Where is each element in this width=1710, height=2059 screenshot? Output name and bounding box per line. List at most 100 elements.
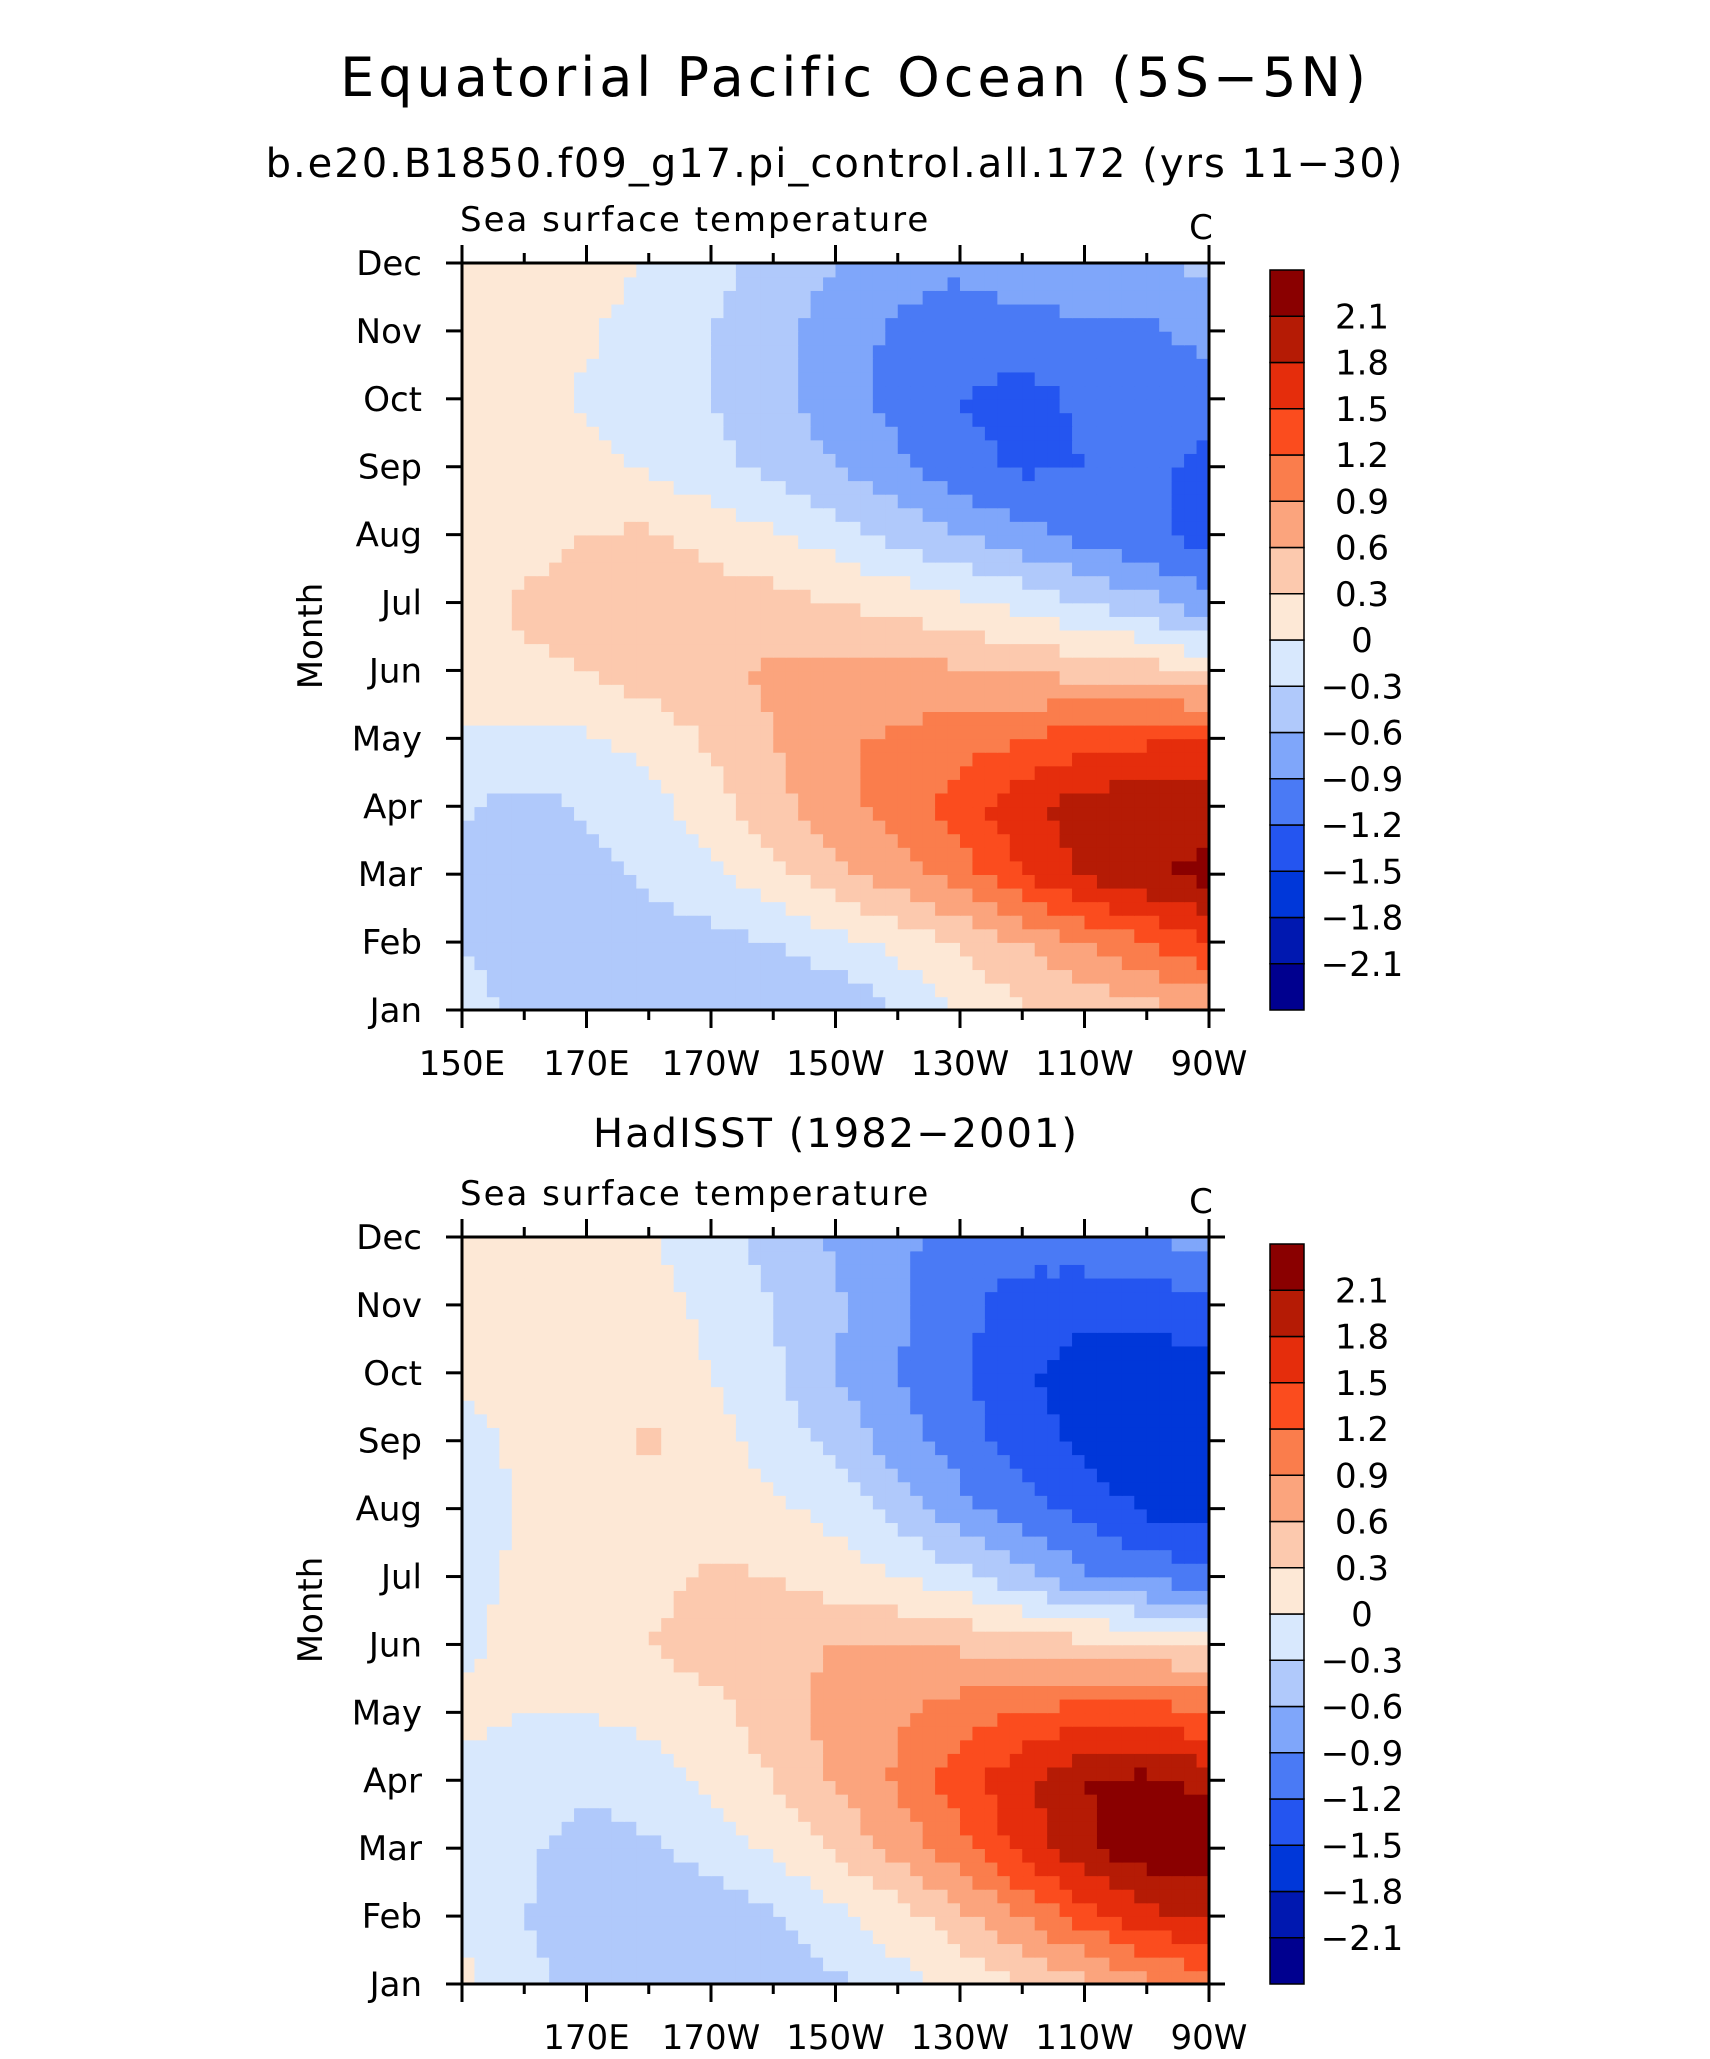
panel-1-cell [598,344,613,359]
panel-2-cell [1034,1875,1048,1890]
panel-1-cell [1034,656,1048,672]
panel-1-cell [561,806,575,821]
panel-2-cell [623,1766,638,1782]
panel-2-cell [636,1888,650,1904]
panel-1-cell [1134,874,1148,889]
panel-2-cell [1159,1929,1173,1945]
panel-2-cell [1096,1739,1111,1754]
panel-1-cell [499,480,513,495]
panel-2-cell [1184,1658,1198,1673]
panel-2-cell [1146,1685,1160,1700]
panel-1-cell [474,670,488,685]
panel-1-cell [1134,969,1148,984]
panel-1-cell [536,412,550,427]
panel-1-cell [1134,263,1148,278]
panel-2-cell [1121,1698,1136,1714]
panel-2: HadISST (1982−2001) Sea surface temperat… [291,1111,1403,2058]
panel-2-cell [997,1698,1011,1714]
panel-1-cell [524,412,538,427]
panel-1-cell [1009,330,1024,346]
panel-1-cell [997,412,1011,427]
panel-1-cell [611,833,625,848]
panel-1-cell [860,303,874,319]
panel-2-cell [1034,1834,1048,1849]
panel-1-cell [1146,425,1160,441]
panel-1-cell [860,561,874,577]
panel-2-cell [524,1725,538,1741]
panel-2-cell [935,1929,949,1945]
panel-1-cell [561,507,575,522]
panel-2-cell [474,1725,488,1741]
panel-1-cell [711,330,725,346]
panel-1-cell [462,955,476,971]
panel-1-cell [872,914,887,930]
panel-1-cell [574,982,588,998]
panel-1-cell [1022,942,1036,957]
panel-1-cell [1121,996,1136,1011]
panel-1-cell [586,901,600,916]
panel-2-cell [872,1888,887,1904]
panel-1-cell [1034,439,1048,454]
panel-1-cell [960,955,974,971]
panel-1-cell [1009,860,1024,875]
panel-1-cell [598,521,613,536]
panel-2-cell [972,1753,986,1768]
panel-1-cell [711,711,725,726]
panel-1-cell [1134,914,1148,930]
panel-2-cell [922,1943,936,1958]
panel-1-cell [1022,453,1036,468]
panel-1-cell [1009,575,1024,590]
panel-1-cell [760,860,775,875]
panel-2-cell [698,1780,712,1795]
panel-1-cell [1009,371,1024,387]
panel-1-cell [1196,616,1210,631]
panel-1-cell [511,860,526,875]
panel-1-cell [835,521,849,536]
panel-2-cell [611,1888,625,1904]
panel-1-cell [1121,833,1136,848]
panel-1-cell [922,969,936,984]
panel-1-cell [499,847,513,862]
panel-1-cell [1184,534,1198,550]
panel-2-cell [1184,1848,1198,1863]
panel-2-cell [636,1821,650,1836]
panel-2-cell [623,1780,638,1795]
panel-2-cell [760,1848,775,1863]
panel-1-cell [623,670,638,685]
panel-1-cell [748,480,762,495]
panel-1-cell [823,466,837,482]
panel-1-cell [723,561,737,577]
panel-1-cell [561,616,575,631]
panel-1-cell [561,575,575,590]
panel-2-cell [598,1929,613,1945]
panel-2-cell [1084,1644,1098,1659]
panel-1-cell [648,684,662,699]
panel-1-cell [1034,806,1048,821]
panel-1-cell [598,656,613,672]
panel-2-cell [1171,1698,1185,1714]
panel-2-cell [1084,1875,1098,1890]
panel-1-cell [574,588,588,604]
panel-2-cell [1084,1658,1098,1673]
panel-1-cell [1159,670,1173,685]
panel-1-cell [897,263,911,278]
panel-2-cell [511,1834,526,1849]
panel-2-cell [636,1861,650,1877]
panel-1-cell [773,303,787,319]
panel-1-cell [1047,412,1061,427]
panel-1-cell [661,901,675,916]
panel-1-cell [823,303,837,319]
panel-2-cell [872,1644,887,1659]
panel-2-cell [474,1956,488,1972]
panel-1-cell [735,616,750,631]
panel-1-cell [935,656,949,672]
panel-2-cell [984,1888,999,1904]
panel-2-cell [785,1630,799,1646]
panel-1-cell [499,398,513,414]
panel-1-cell [947,860,961,875]
panel-1-cell [1196,711,1210,726]
panel-1-cell [698,887,712,903]
panel-1-cell [960,317,974,332]
panel-2-cell [960,1848,974,1863]
panel-2-cell [673,1753,687,1768]
